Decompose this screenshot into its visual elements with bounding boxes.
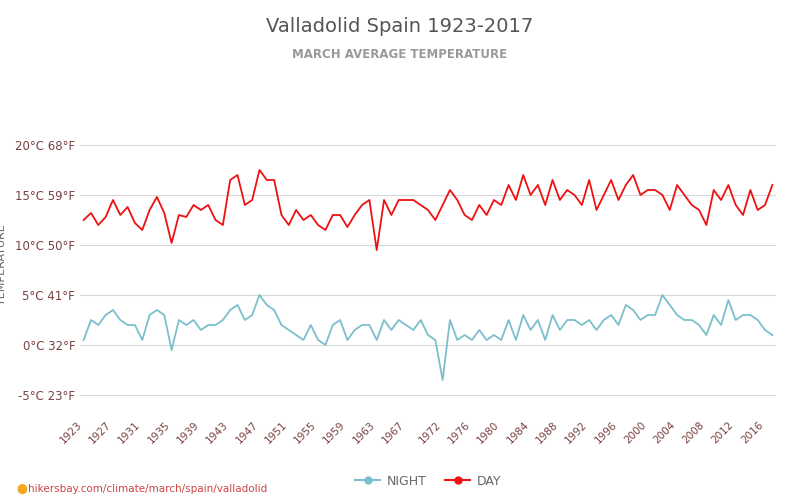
Text: MARCH AVERAGE TEMPERATURE: MARCH AVERAGE TEMPERATURE bbox=[293, 48, 507, 60]
Text: ⬤: ⬤ bbox=[16, 484, 27, 494]
Text: hikersbay.com/climate/march/spain/valladolid: hikersbay.com/climate/march/spain/vallad… bbox=[28, 484, 267, 494]
Text: Valladolid Spain 1923-2017: Valladolid Spain 1923-2017 bbox=[266, 18, 534, 36]
Y-axis label: TEMPERATURE: TEMPERATURE bbox=[0, 224, 6, 306]
Legend: NIGHT, DAY: NIGHT, DAY bbox=[350, 470, 506, 493]
